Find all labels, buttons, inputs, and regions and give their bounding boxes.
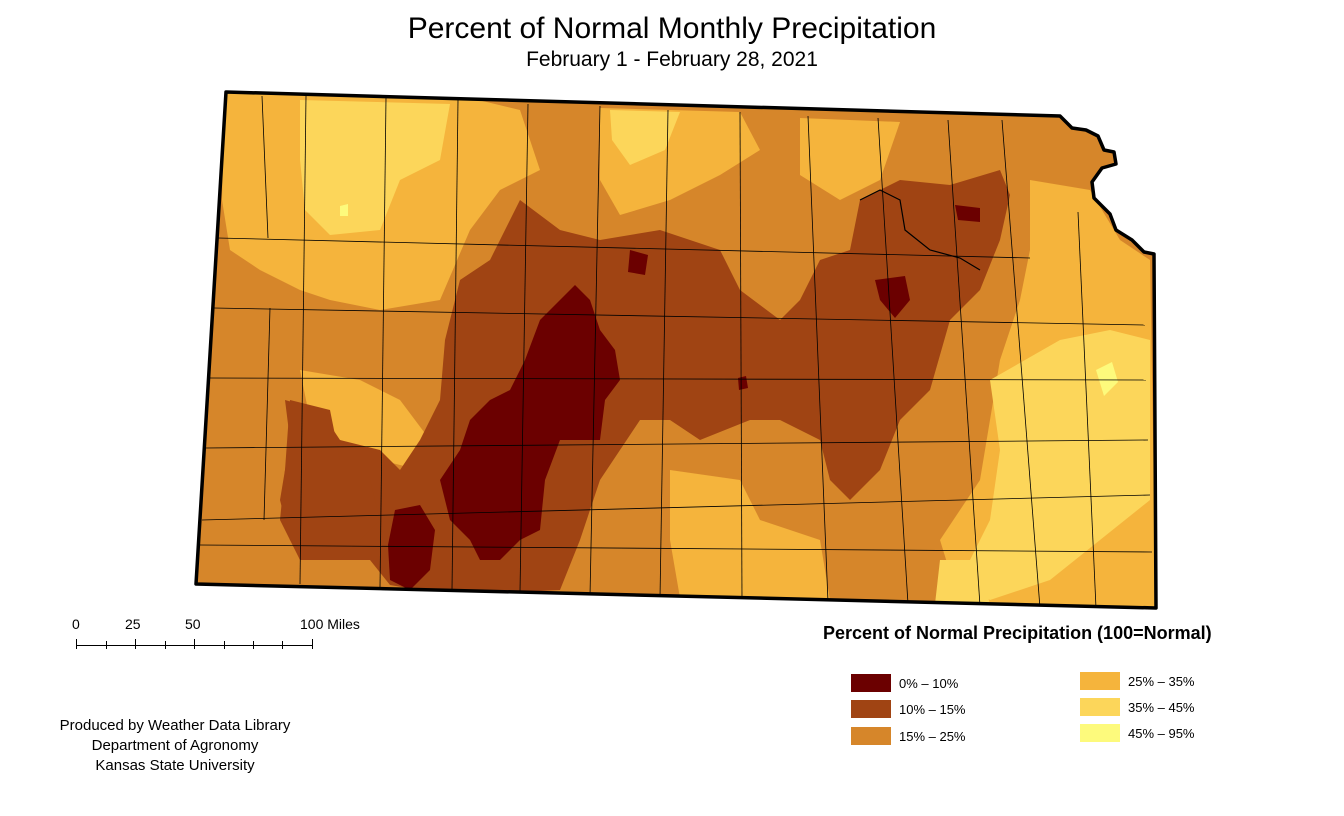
kansas-state-border bbox=[194, 90, 1158, 610]
legend-swatch bbox=[851, 727, 891, 745]
region-25-35-south-central bbox=[670, 470, 830, 600]
scale-tick bbox=[106, 641, 107, 649]
legend-label: 15% – 25% bbox=[899, 729, 966, 744]
region-35-45-southeast bbox=[960, 330, 1150, 600]
scale-tick bbox=[194, 639, 195, 649]
region-0-10-central bbox=[440, 285, 620, 560]
scale-tick bbox=[165, 641, 166, 649]
region-45-95-east bbox=[1096, 362, 1118, 396]
region-45-95-nw-dot bbox=[340, 204, 348, 216]
scale-tick bbox=[224, 641, 225, 649]
scale-tick bbox=[312, 639, 313, 649]
map-subtitle: February 1 - February 28, 2021 bbox=[526, 48, 818, 71]
region-35-45-northwest bbox=[300, 100, 450, 235]
scale-label-100: 100 Miles bbox=[300, 616, 360, 632]
county-boundaries bbox=[199, 95, 1153, 608]
legend-label: 35% – 45% bbox=[1128, 700, 1195, 715]
legend-swatch bbox=[1080, 698, 1120, 716]
legend-label: 0% – 10% bbox=[899, 676, 959, 691]
credits-line-1: Produced by Weather Data Library bbox=[59, 717, 291, 734]
region-0-10-east bbox=[875, 276, 910, 318]
region-35-45-south bbox=[935, 560, 990, 605]
scale-label-50: 50 bbox=[185, 616, 201, 632]
credits-line-3: Kansas State University bbox=[95, 757, 255, 774]
scale-tick bbox=[282, 641, 283, 649]
scale-tick bbox=[135, 639, 136, 649]
region-0-10-north bbox=[628, 250, 648, 275]
region-25-35-west bbox=[300, 370, 430, 470]
scale-tick bbox=[253, 641, 254, 649]
legend-label: 10% – 15% bbox=[899, 702, 966, 717]
legend-title: Percent of Normal Precipitation (100=Nor… bbox=[823, 623, 1212, 643]
scale-tick bbox=[76, 639, 77, 649]
map-title: Percent of Normal Monthly Precipitation bbox=[407, 12, 937, 45]
legend-swatch bbox=[851, 700, 891, 718]
region-10-15-west bbox=[280, 400, 380, 560]
legend-swatch bbox=[1080, 724, 1120, 742]
legend-label: 45% – 95% bbox=[1128, 726, 1195, 741]
legend-swatch bbox=[1080, 672, 1120, 690]
scale-label-0: 0 bbox=[72, 616, 80, 632]
scale-bar: 0 25 50 100 Miles bbox=[70, 616, 390, 656]
region-25-35-northeast bbox=[800, 118, 900, 200]
credits: Produced by Weather Data Library Departm… bbox=[20, 716, 330, 776]
region-0-10-northeast bbox=[955, 205, 980, 222]
legend-swatch bbox=[851, 674, 891, 692]
credits-line-2: Department of Agronomy bbox=[91, 737, 259, 754]
scale-label-25: 25 bbox=[125, 616, 141, 632]
kansas-river bbox=[859, 189, 981, 271]
region-0-10-southwest bbox=[388, 505, 435, 590]
region-35-45-north bbox=[610, 110, 680, 165]
legend-label: 25% – 35% bbox=[1128, 674, 1195, 689]
